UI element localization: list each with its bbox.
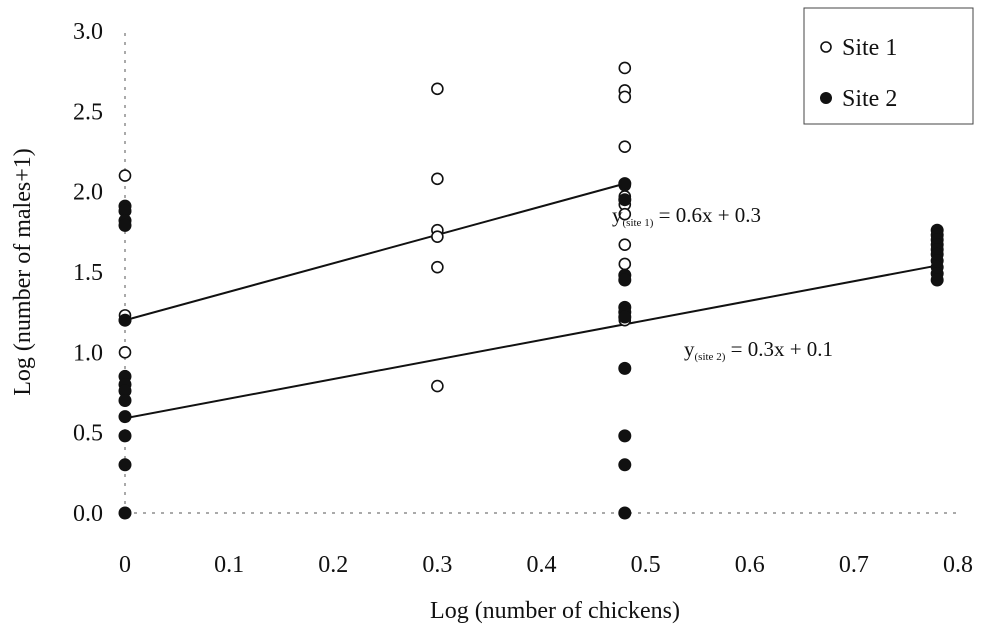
data-point-site2 <box>118 458 132 472</box>
axes <box>124 31 958 514</box>
data-point-site1 <box>431 379 444 393</box>
x-axis-title: Log (number of chickens) <box>430 598 680 624</box>
legend-label-site2: Site 2 <box>842 86 897 112</box>
data-point-site2 <box>618 429 632 443</box>
data-point-site2 <box>118 218 132 232</box>
data-point-site1 <box>431 260 444 274</box>
trendline-equation-site2: y(site 2) = 0.3x + 0.1 <box>684 337 833 363</box>
x-tick-label: 0.4 <box>527 552 557 578</box>
data-points <box>118 61 944 520</box>
y-tick-label: 1.5 <box>73 260 103 286</box>
data-point-site2 <box>930 273 944 287</box>
data-point-site2 <box>618 177 632 191</box>
x-tick-labels: 0 0.1 0.2 0.3 0.4 0.5 0.6 0.7 0.8 <box>119 552 973 578</box>
x-tick-label: 0.5 <box>631 552 661 578</box>
data-point-site1 <box>618 238 632 251</box>
x-tick-label: 0.2 <box>318 552 348 578</box>
data-point-site1 <box>618 207 632 221</box>
trendline-equation-site1: y(site 1) = 0.6x + 0.3 <box>612 203 761 229</box>
legend-marker-site1 <box>820 41 832 53</box>
data-point-site2 <box>118 384 132 398</box>
x-tick-label: 0.8 <box>943 552 973 578</box>
data-point-site2 <box>618 310 632 324</box>
data-point-site1 <box>618 90 632 104</box>
data-point-site1 <box>118 169 132 182</box>
legend-marker-site2 <box>820 92 832 104</box>
trendlines <box>124 182 938 420</box>
trendline-site1 <box>124 182 626 322</box>
x-tick-label: 0.7 <box>839 552 869 578</box>
x-tick-label: 0 <box>119 552 131 578</box>
x-tick-label: 0.6 <box>735 552 765 578</box>
legend-box <box>803 7 974 125</box>
data-point-site2 <box>118 506 132 520</box>
data-point-site2 <box>618 193 632 207</box>
y-axis-title: Log (number of males+1) <box>10 148 36 395</box>
data-point-site2 <box>618 458 632 472</box>
data-point-site1 <box>618 61 632 75</box>
data-point-site1 <box>431 172 444 186</box>
y-tick-labels: 0.0 0.5 1.0 1.5 2.0 2.5 3.0 <box>73 19 103 527</box>
y-tick-label: 2.5 <box>73 99 103 125</box>
data-point-site1 <box>618 257 632 271</box>
data-point-site2 <box>118 429 132 443</box>
x-tick-label: 0.3 <box>422 552 452 578</box>
y-tick-label: 0.5 <box>73 421 103 447</box>
data-point-site2 <box>118 204 132 218</box>
data-point-site1 <box>431 82 444 96</box>
data-point-site1 <box>118 346 132 359</box>
data-point-site2 <box>618 506 632 520</box>
data-point-site2 <box>118 410 132 424</box>
data-point-site2 <box>618 273 632 287</box>
legend-label-site1: Site 1 <box>842 35 897 61</box>
data-point-site2 <box>618 361 632 375</box>
x-tick-label: 0.1 <box>214 552 244 578</box>
data-point-site1 <box>431 230 444 243</box>
trendline-site2 <box>124 264 938 420</box>
y-tick-label: 0.0 <box>73 501 103 527</box>
y-tick-label: 2.0 <box>73 180 103 206</box>
data-point-site1 <box>618 140 632 153</box>
legend: Site 1 Site 2 <box>803 7 974 125</box>
y-tick-label: 3.0 <box>73 19 103 45</box>
data-point-site2 <box>118 394 132 408</box>
y-tick-label: 1.0 <box>73 340 103 366</box>
data-point-site2 <box>118 313 132 327</box>
